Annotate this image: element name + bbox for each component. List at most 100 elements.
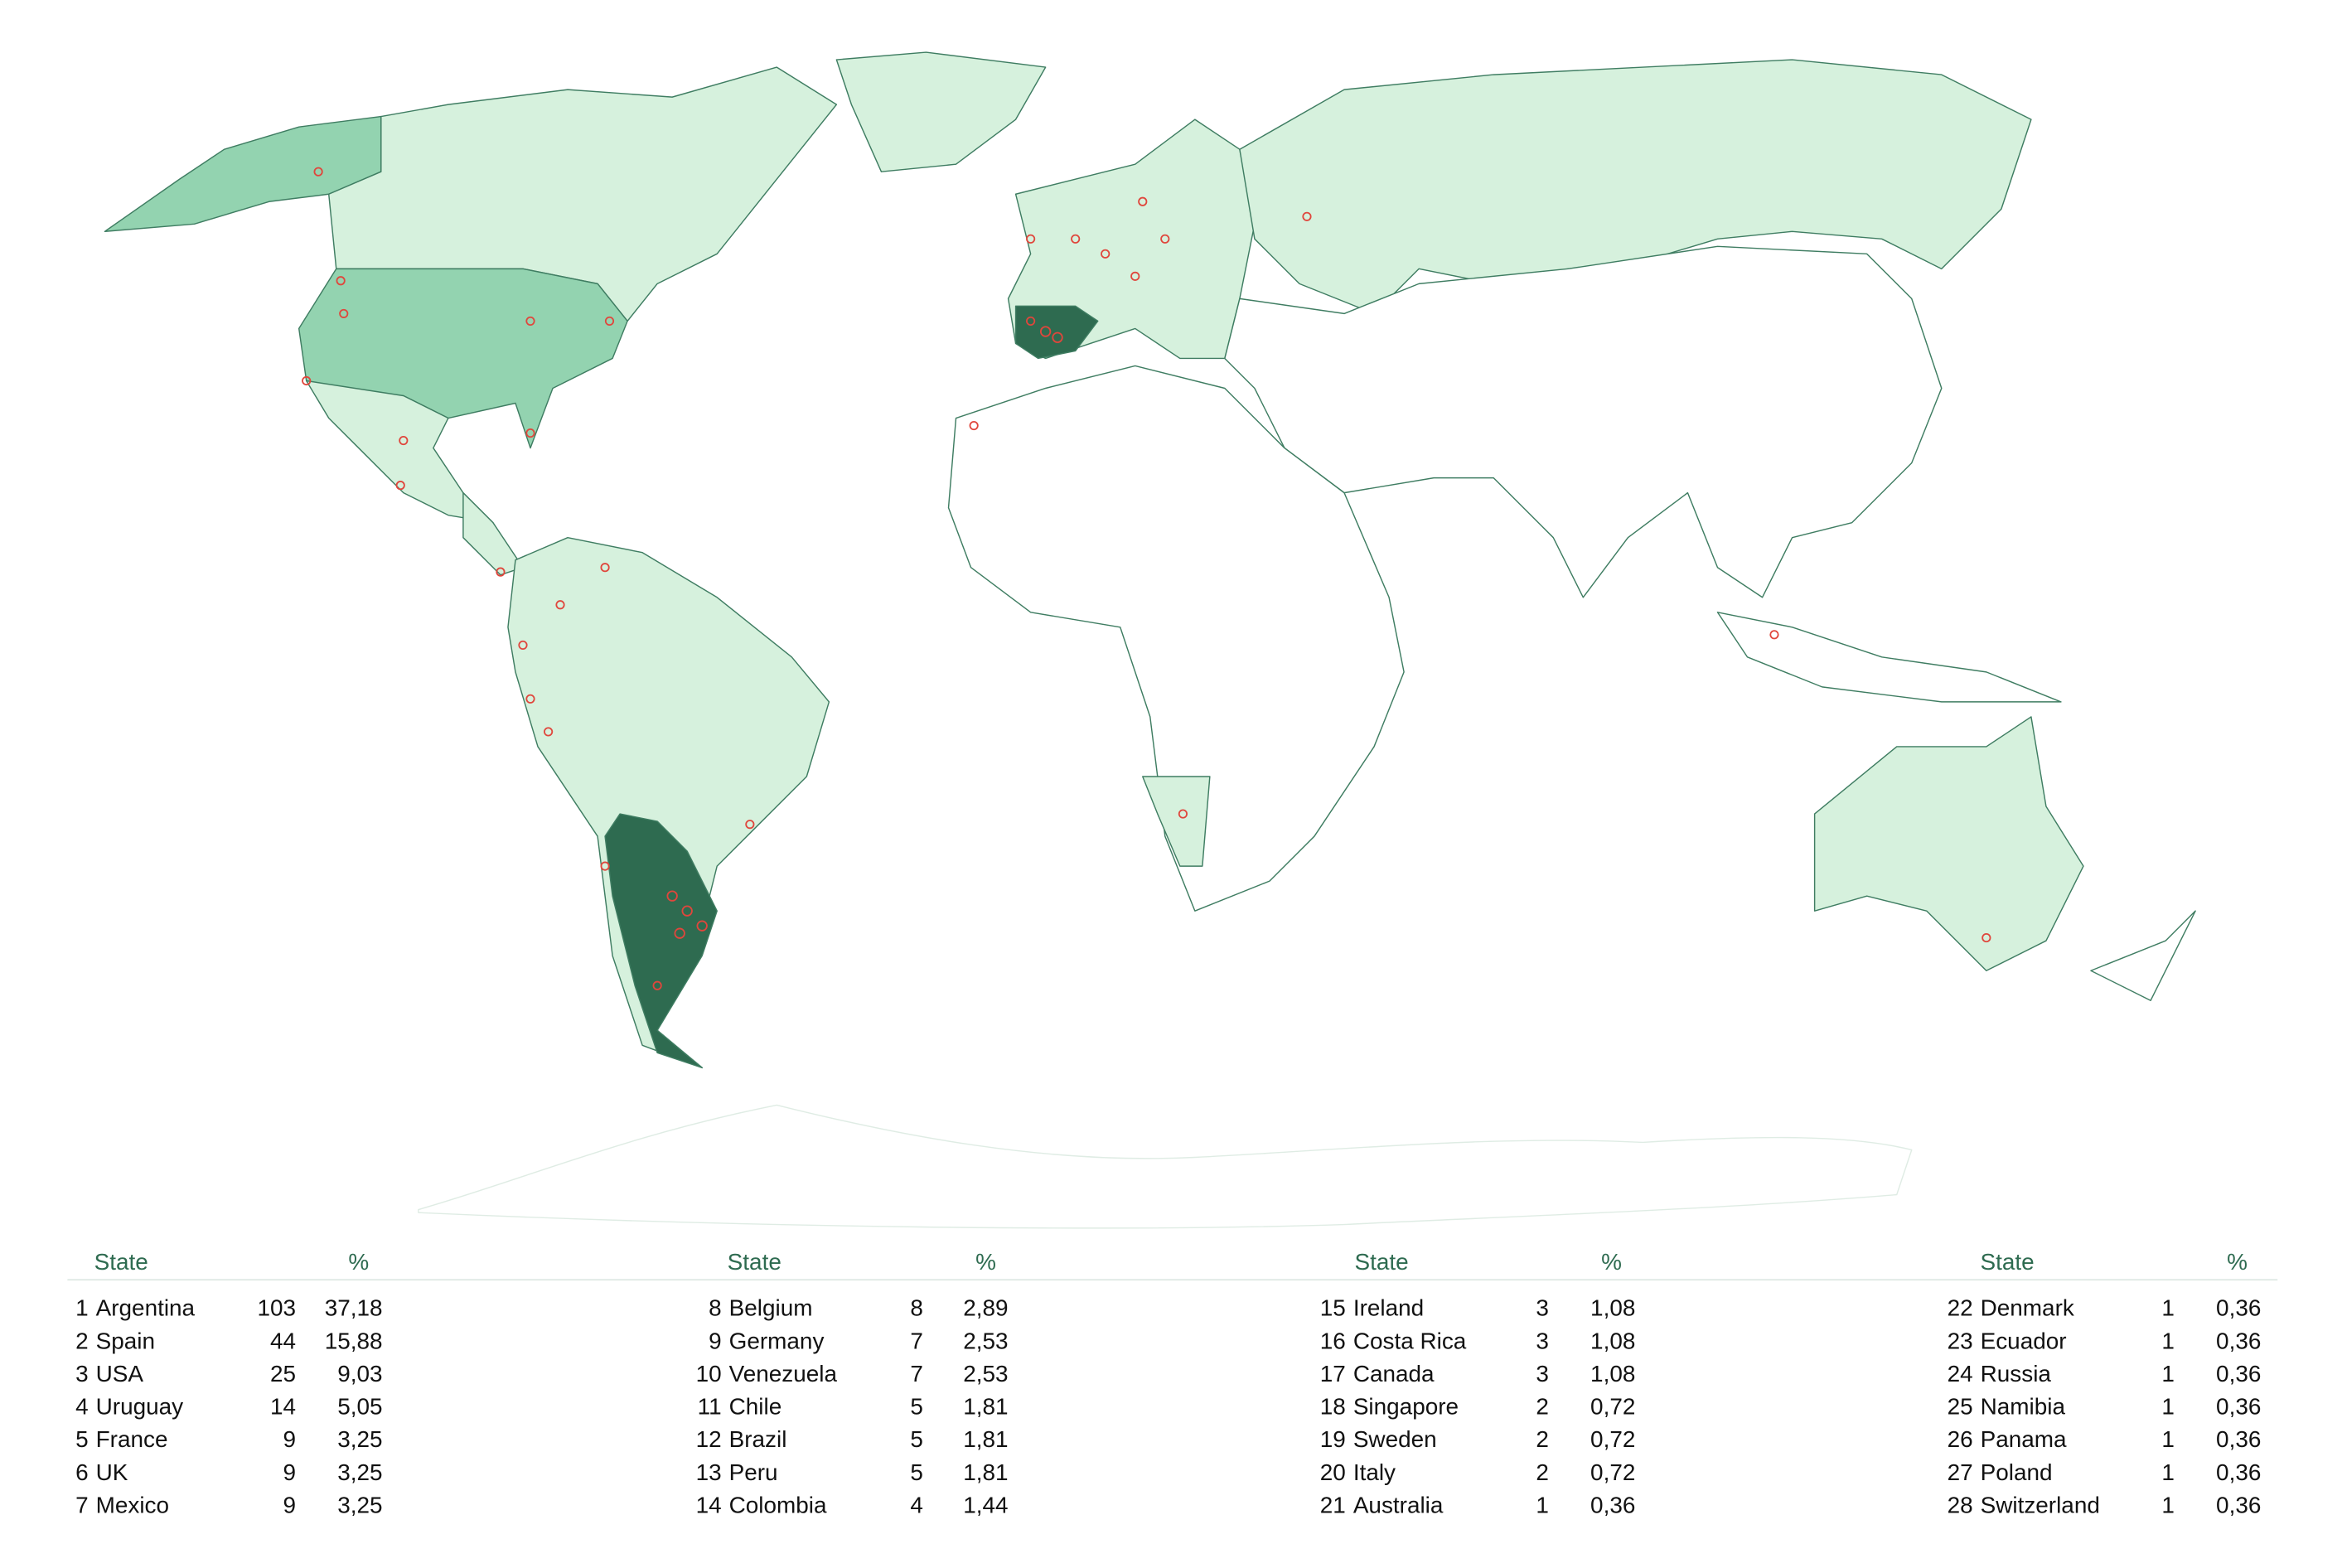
header-percent: %	[348, 1249, 369, 1275]
percent: 1,08	[1590, 1361, 1635, 1387]
location-dot	[525, 316, 535, 326]
state-name: Namibia	[1981, 1394, 2066, 1420]
state-name: Ecuador	[1981, 1328, 2067, 1353]
count: 1	[1536, 1492, 1549, 1517]
rank: 17	[1320, 1361, 1346, 1387]
rank: 15	[1320, 1295, 1346, 1321]
header-state: State	[1354, 1249, 1408, 1275]
count: 44	[270, 1328, 296, 1353]
rank: 25	[1948, 1394, 1973, 1420]
location-dot	[1138, 196, 1148, 206]
location-dot	[1071, 234, 1081, 244]
count: 7	[910, 1361, 923, 1387]
count: 1	[2161, 1295, 2175, 1321]
location-dot	[674, 927, 685, 939]
percent: 0,72	[1590, 1459, 1635, 1485]
location-dot	[696, 920, 708, 932]
namibia	[1142, 776, 1211, 867]
state-name: Russia	[1981, 1361, 2052, 1387]
percent: 0,36	[2216, 1328, 2261, 1353]
percent: 0,36	[2216, 1295, 2261, 1321]
rank: 11	[698, 1394, 722, 1420]
location-dot	[555, 600, 565, 610]
state-name: Mexico	[96, 1492, 169, 1517]
count: 1	[2161, 1394, 2175, 1420]
location-dot	[302, 375, 312, 386]
location-dot	[1130, 271, 1140, 281]
count: 7	[910, 1328, 923, 1353]
percent: 3,25	[337, 1426, 382, 1452]
state-name: Australia	[1353, 1492, 1444, 1517]
rank: 27	[1948, 1459, 1973, 1485]
count: 1	[2161, 1492, 2175, 1517]
percent: 2,89	[963, 1295, 1008, 1321]
location-dot	[518, 640, 528, 651]
percent: 5,05	[337, 1394, 382, 1420]
state-name: Costa Rica	[1353, 1328, 1467, 1353]
header-state: State	[94, 1249, 148, 1275]
location-dot	[525, 428, 535, 438]
state-name: Colombia	[729, 1492, 827, 1517]
rank: 12	[696, 1426, 722, 1452]
count: 25	[270, 1361, 296, 1387]
location-dot	[681, 905, 693, 917]
state-table: State% State% State% State %1 Argentina 103 37,…	[75, 1249, 2261, 1518]
percent: 1,81	[963, 1459, 1008, 1485]
rank: 18	[1320, 1394, 1346, 1420]
location-dot	[339, 308, 349, 318]
rank: 23	[1948, 1328, 1973, 1353]
state-name: Belgium	[729, 1295, 813, 1321]
percent: 0,36	[2216, 1426, 2261, 1452]
count: 2	[1536, 1426, 1549, 1452]
count: 9	[283, 1459, 297, 1485]
count: 14	[270, 1394, 296, 1420]
argentina	[604, 813, 718, 1069]
location-dot	[604, 316, 615, 326]
count: 2	[1536, 1459, 1549, 1485]
state-name: Canada	[1353, 1361, 1435, 1387]
location-dot	[666, 890, 678, 902]
state-name: Italy	[1353, 1459, 1396, 1485]
percent: 1,08	[1590, 1295, 1635, 1321]
state-name: USA	[96, 1361, 144, 1387]
location-dot	[600, 861, 610, 871]
location-dot	[544, 727, 554, 737]
percent: 0,72	[1590, 1426, 1635, 1452]
header-percent: %	[1601, 1249, 1622, 1275]
count: 5	[910, 1459, 923, 1485]
percent: 1,08	[1590, 1328, 1635, 1353]
location-dot	[1769, 630, 1779, 640]
count: 3	[1536, 1361, 1549, 1387]
rank: 7	[75, 1492, 89, 1517]
location-dot	[336, 276, 346, 286]
antarctica	[418, 1104, 1913, 1229]
state-name: UK	[96, 1459, 128, 1485]
europe	[1007, 119, 1256, 360]
rank: 26	[1948, 1426, 1973, 1452]
location-dot	[1302, 211, 1312, 221]
rank: 10	[696, 1361, 722, 1387]
percent: 3,25	[337, 1492, 382, 1517]
percent: 0,36	[2216, 1492, 2261, 1517]
header-percent: %	[975, 1249, 996, 1275]
rank: 13	[696, 1459, 722, 1485]
count: 5	[910, 1394, 923, 1420]
location-dot	[745, 820, 755, 830]
percent: 2,53	[963, 1361, 1008, 1387]
greenland	[835, 51, 1047, 172]
percent: 0,72	[1590, 1394, 1635, 1420]
state-name: Uruguay	[96, 1394, 184, 1420]
state-name: Sweden	[1353, 1426, 1437, 1452]
count: 2	[1536, 1394, 1549, 1420]
state-name: Peru	[729, 1459, 778, 1485]
percent: 0,36	[2216, 1459, 2261, 1485]
rank: 5	[75, 1426, 89, 1452]
location-dot	[1160, 234, 1170, 244]
percent: 0,36	[1590, 1492, 1635, 1517]
rank: 16	[1320, 1328, 1346, 1353]
count: 1	[2161, 1328, 2175, 1353]
count: 1	[2161, 1459, 2175, 1485]
